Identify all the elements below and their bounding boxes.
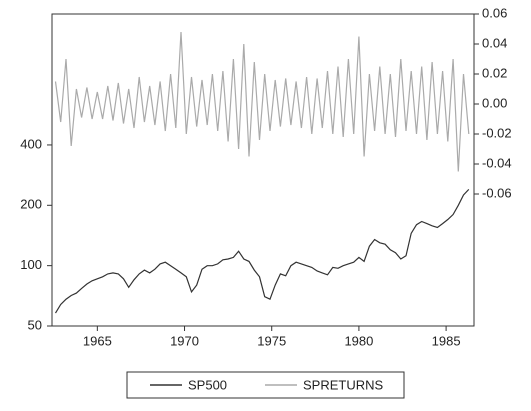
y2-tick-label: -0.02 [482, 125, 512, 140]
y-tick-label: 200 [20, 197, 42, 212]
legend-label: SPRETURNS [303, 377, 384, 392]
y2-tick-label: 0.04 [482, 35, 507, 50]
x-tick-label: 1970 [170, 333, 199, 348]
series-line [54, 188, 470, 314]
y2-tick-label: -0.06 [482, 185, 512, 200]
x-tick-label: 1985 [432, 333, 461, 348]
y-tick-label: 100 [20, 257, 42, 272]
plot-frame [51, 13, 475, 327]
y2-tick-label: 0.02 [482, 65, 507, 80]
y2-tick-label: 0.00 [482, 95, 507, 110]
legend-label: SP500 [188, 377, 227, 392]
x-tick-label: 1965 [83, 333, 112, 348]
x-tick-label: 1980 [344, 333, 373, 348]
y-tick-label: 50 [28, 317, 42, 332]
y-tick-label: 400 [20, 136, 42, 151]
y2-tick-label: -0.04 [482, 155, 512, 170]
y2-tick-label: 0.06 [482, 5, 507, 20]
x-tick-label: 1975 [257, 333, 286, 348]
series-line [54, 31, 470, 172]
